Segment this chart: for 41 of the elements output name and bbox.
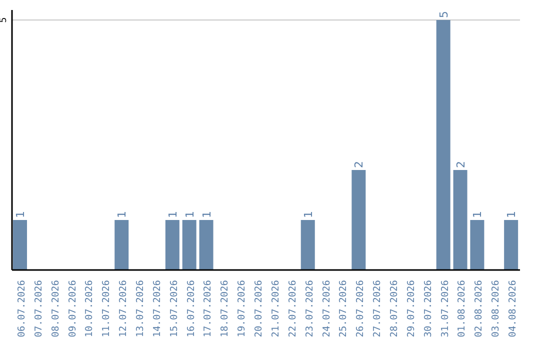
x-tick-label: 16.07.2026	[186, 280, 197, 338]
x-tick-label: 15.07.2026	[168, 280, 180, 338]
x-tick-label: 30.07.2026	[422, 280, 434, 338]
x-tick-label: 10.07.2026	[84, 280, 96, 338]
data-label: 1	[200, 211, 214, 218]
data-label: 1	[505, 211, 518, 218]
x-tick-label: 06.07.2026	[16, 280, 28, 338]
x-tick-label: 12.07.2026	[118, 280, 130, 338]
data-label: 1	[14, 211, 27, 218]
x-tick-label: 23.07.2026	[304, 280, 316, 338]
x-tick-label: 09.07.2026	[67, 280, 78, 338]
x-tick-label: 08.07.2026	[50, 280, 62, 338]
x-tick-label: 31.07.2026	[440, 280, 451, 338]
data-label: 5	[437, 11, 450, 18]
data-label: 1	[166, 211, 180, 218]
data-label: 1	[116, 211, 129, 218]
x-tick-label: 03.08.2026	[490, 280, 502, 338]
x-tick-label: 18.07.2026	[220, 280, 231, 338]
x-tick-label: 25.07.2026	[338, 280, 350, 338]
data-label: 1	[183, 211, 196, 218]
data-label: 2	[352, 161, 366, 168]
data-label: 1	[471, 211, 484, 218]
x-tick-label: 14.07.2026	[152, 280, 163, 338]
x-tick-label: 02.08.2026	[474, 280, 485, 338]
x-tick-label: 21.07.2026	[270, 280, 282, 338]
x-tick-label: 07.07.2026	[33, 280, 44, 338]
x-tick-label: 24.07.2026	[321, 280, 332, 338]
x-tick-label: 11.07.2026	[101, 280, 112, 338]
x-tick-label: 27.07.2026	[372, 280, 384, 338]
data-label: 2	[454, 161, 468, 168]
x-tick-label: 13.07.2026	[135, 280, 146, 338]
x-tick-label: 01.08.2026	[456, 280, 468, 338]
x-tick-label: 29.07.2026	[406, 280, 417, 338]
x-tick-label: 28.07.2026	[389, 280, 400, 338]
x-tick-label: 20.07.2026	[254, 280, 265, 338]
x-tick-label: 17.07.2026	[202, 280, 214, 338]
x-tick-label: 04.08.2026	[508, 280, 519, 338]
x-tick-label: 22.07.2026	[287, 280, 298, 338]
x-tick-label: 26.07.2026	[355, 280, 366, 338]
x-tick-label: 19.07.2026	[236, 280, 248, 338]
data-label: 1	[302, 211, 315, 218]
